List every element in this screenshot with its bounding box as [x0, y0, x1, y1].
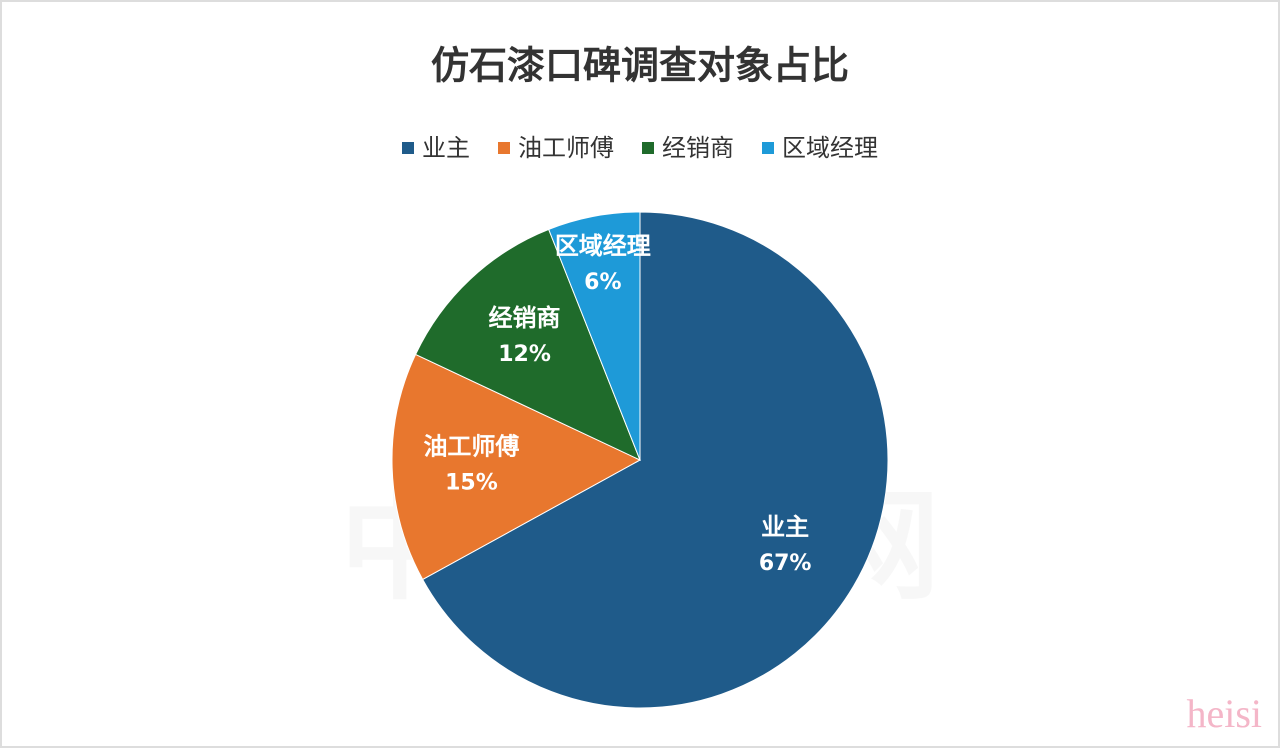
slice-name: 油工师傅 — [423, 432, 519, 460]
legend-label: 经销商 — [662, 134, 734, 162]
legend-label: 油工师傅 — [518, 134, 614, 162]
watermark: heisi — [1186, 691, 1262, 736]
slice-name: 经销商 — [489, 304, 561, 332]
legend-label: 业主 — [422, 134, 470, 162]
slice-name: 区域经理 — [555, 232, 651, 260]
legend-swatch — [762, 142, 774, 154]
slice-name: 业主 — [761, 513, 809, 541]
slice-value: 67% — [759, 551, 812, 576]
legend-label: 区域经理 — [782, 134, 878, 162]
pie-slice — [391, 353, 642, 581]
slice-value: 15% — [445, 470, 498, 495]
chart-title: 仿石漆口碑调查对象占比 — [431, 44, 849, 88]
legend-swatch — [402, 142, 414, 154]
legend-swatch — [498, 142, 510, 154]
pie-slice — [421, 211, 889, 709]
pie-slice — [414, 228, 641, 461]
slice-value: 12% — [498, 342, 551, 367]
legend-swatch — [642, 142, 654, 154]
slice-value: 6% — [584, 270, 621, 295]
pie-slice — [548, 211, 641, 461]
